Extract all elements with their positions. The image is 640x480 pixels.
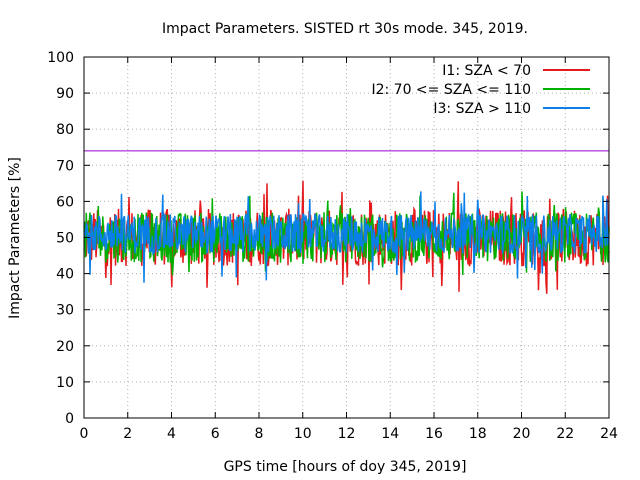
x-tick-label: 10 — [294, 426, 312, 442]
y-tick-label: 10 — [56, 375, 74, 391]
x-tick-label: 18 — [469, 426, 487, 442]
x-tick-label: 24 — [600, 426, 618, 442]
x-tick-label: 22 — [556, 426, 574, 442]
legend: I1: SZA < 70 I2: 70 <= SZA <= 110 I3: SZA … — [371, 63, 590, 117]
x-axis-label: GPS time [hours of doy 345, 2019] — [224, 459, 467, 475]
y-tick-label: 60 — [56, 194, 74, 210]
axes: 0 2 4 6 8 10 12 14 16 18 20 22 240102030405060708090… — [47, 50, 618, 442]
x-tick-label: 20 — [513, 426, 531, 442]
x-tick-label: 14 — [381, 426, 399, 442]
chart-title: Impact Parameters. SISTED rt 30s mode. 3… — [162, 21, 528, 37]
y-tick-label: 70 — [56, 158, 74, 174]
y-tick-label: 30 — [56, 303, 74, 319]
x-tick-label: 16 — [425, 426, 443, 442]
x-tick-label: 12 — [338, 426, 356, 442]
x-tick-label: 2 — [123, 426, 132, 442]
y-axis-label: Impact Parameters [%] — [7, 157, 23, 319]
legend-label: I1: SZA < 70 — [442, 63, 531, 79]
series-line — [83, 191, 610, 283]
x-tick-label: 4 — [167, 426, 176, 442]
data-series-group — [83, 180, 610, 294]
y-tick-label: 40 — [56, 267, 74, 283]
legend-label: I2: 70 <= SZA <= 110 — [371, 82, 531, 98]
x-tick-label: 0 — [80, 426, 89, 442]
y-tick-label: 80 — [56, 122, 74, 138]
x-tick-label: 6 — [211, 426, 220, 442]
y-tick-label: 0 — [65, 411, 74, 427]
y-tick-label: 100 — [47, 50, 74, 66]
y-tick-label: 20 — [56, 339, 74, 355]
x-tick-label: 8 — [255, 426, 264, 442]
y-tick-label: 50 — [56, 231, 74, 247]
legend-label: I3: SZA > 110 — [433, 101, 531, 117]
y-tick-label: 90 — [56, 86, 74, 102]
